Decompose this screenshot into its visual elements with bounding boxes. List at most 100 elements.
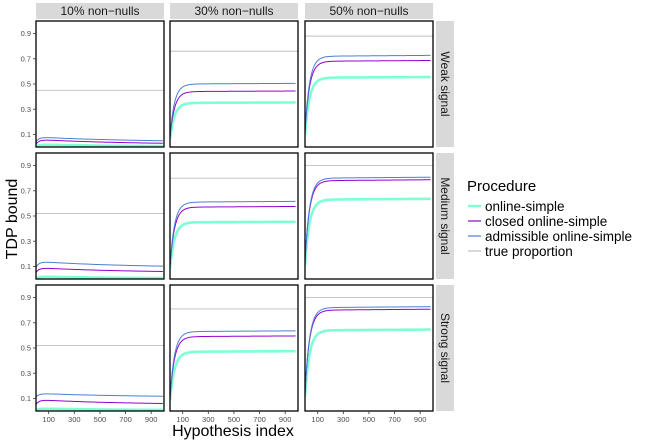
y-tick-label: 0.5 xyxy=(21,212,31,221)
panel-border xyxy=(304,152,434,280)
series-admissible-online-simple xyxy=(36,137,163,143)
x-tick-label: 300 xyxy=(337,415,350,424)
series-closed-online-simple xyxy=(305,59,431,133)
panel-background xyxy=(36,285,164,411)
panel-strong-signal-30-non-nulls xyxy=(169,284,299,412)
series-online-simple xyxy=(36,143,163,147)
panel-weak-signal-30-non-nulls xyxy=(169,20,299,148)
x-tick-label: 500 xyxy=(228,415,241,424)
x-tick-label: 900 xyxy=(145,415,158,424)
column-strip-10-non-nulls: 10% non−nulls xyxy=(36,3,164,19)
series-admissible-online-simple xyxy=(305,306,431,394)
panel-background xyxy=(36,153,164,279)
legend-title: Procedure xyxy=(467,178,536,195)
series-closed-online-simple xyxy=(36,399,163,405)
series-online-simple xyxy=(305,328,431,398)
panel-background xyxy=(36,21,164,147)
x-tick-label: 100 xyxy=(42,415,55,424)
row-strip-label: Strong signal xyxy=(438,313,452,383)
panel-border xyxy=(169,20,299,148)
column-strip-bg xyxy=(305,3,433,19)
legend-item-admissible-online-simple: admissible online-simple xyxy=(468,229,632,244)
column-strip-label: 10% non−nulls xyxy=(60,4,139,18)
row-strip-weak-signal: Weak signal xyxy=(436,21,454,147)
y-tick-label: 0.7 xyxy=(21,54,31,63)
x-tick-label: 500 xyxy=(363,415,376,424)
x-tick-label: 500 xyxy=(94,415,107,424)
series-closed-online-simple xyxy=(170,205,296,267)
y-tick-label: 0.1 xyxy=(21,130,31,139)
panel-background xyxy=(305,285,433,411)
legend-label: true proportion xyxy=(485,244,573,259)
y-tick-label: 0.5 xyxy=(21,344,31,353)
x-tick-label: 300 xyxy=(68,415,81,424)
series-admissible-online-simple xyxy=(170,82,296,137)
panel-medium-signal-30-non-nulls xyxy=(169,152,299,280)
column-strip-label: 50% non−nulls xyxy=(329,4,408,18)
y-tick-label: 0.9 xyxy=(21,161,31,170)
panel-strong-signal-50-non-nulls xyxy=(304,284,434,412)
series-admissible-online-simple xyxy=(170,200,296,266)
series-online-simple xyxy=(170,101,296,140)
row-strip-bg xyxy=(436,21,454,147)
panel-series xyxy=(305,35,433,136)
row-strip-bg xyxy=(436,285,454,411)
row-strip-label: Medium signal xyxy=(438,177,452,254)
ticks-layer: 0.1 0.3 0.5 0.7 0.9 0.1 0.3 0.5 0.7 0.9 0.1 0.3 0.5 0… xyxy=(21,29,427,424)
y-tick-label: 0.1 xyxy=(21,394,31,403)
series-online-simple xyxy=(305,197,431,266)
series-admissible-online-simple xyxy=(305,176,431,262)
panel-weak-signal-10-non-nulls xyxy=(35,20,165,148)
x-axis-title: Hypothesis index xyxy=(172,423,294,440)
x-tick-label: 700 xyxy=(388,415,401,424)
panel-medium-signal-50-non-nulls xyxy=(304,152,434,280)
panel-series xyxy=(170,177,298,270)
column-strip-30-non-nulls: 30% non−nulls xyxy=(170,3,298,19)
series-closed-online-simple xyxy=(170,335,296,399)
y-tick-label: 0.7 xyxy=(21,318,31,327)
strips-layer: 10% non−nulls 30% non−nulls 50% non−nulls W… xyxy=(36,3,454,411)
series-admissible-online-simple xyxy=(36,261,163,268)
row-strip-strong-signal: Strong signal xyxy=(436,285,454,411)
y-tick-label: 0.1 xyxy=(21,262,31,271)
y-tick-label: 0.9 xyxy=(21,29,31,38)
panel-series xyxy=(170,50,298,140)
column-strip-50-non-nulls: 50% non−nulls xyxy=(305,3,433,19)
y-tick-label: 0.7 xyxy=(21,186,31,195)
column-strip-bg xyxy=(36,3,164,19)
series-online-simple xyxy=(36,407,163,411)
series-closed-online-simple xyxy=(36,267,163,273)
panel-series xyxy=(36,89,164,147)
legend-label: admissible online-simple xyxy=(485,229,632,244)
series-admissible-online-simple xyxy=(36,393,163,398)
x-tick-label: 900 xyxy=(414,415,427,424)
row-strip-label: Weak signal xyxy=(438,51,452,116)
y-tick-label: 0.3 xyxy=(21,237,31,246)
series-online-simple xyxy=(170,220,296,270)
panel-weak-signal-50-non-nulls xyxy=(304,20,434,148)
panel-border xyxy=(169,152,299,280)
y-tick-label: 0.3 xyxy=(21,369,31,378)
x-tick-label: 700 xyxy=(119,415,132,424)
series-closed-online-simple xyxy=(36,139,163,145)
panel-background xyxy=(305,21,433,147)
legend-label: closed online-simple xyxy=(485,214,607,229)
series-online-simple xyxy=(170,349,296,401)
column-strip-label: 30% non−nulls xyxy=(194,4,273,18)
panel-background xyxy=(305,153,433,279)
series-closed-online-simple xyxy=(170,90,296,138)
x-tick-label: 700 xyxy=(253,415,266,424)
series-online-simple xyxy=(36,275,163,279)
panel-series xyxy=(170,308,298,401)
panel-strong-signal-10-non-nulls xyxy=(35,284,165,412)
series-admissible-online-simple xyxy=(305,54,431,132)
x-tick-label: 900 xyxy=(279,415,292,424)
column-strip-bg xyxy=(170,3,298,19)
y-tick-label: 0.3 xyxy=(21,105,31,114)
legend-item-online-simple: online-simple xyxy=(468,199,565,214)
panels-layer xyxy=(35,20,434,412)
row-strip-bg xyxy=(436,153,454,279)
y-tick-label: 0.9 xyxy=(21,293,31,302)
